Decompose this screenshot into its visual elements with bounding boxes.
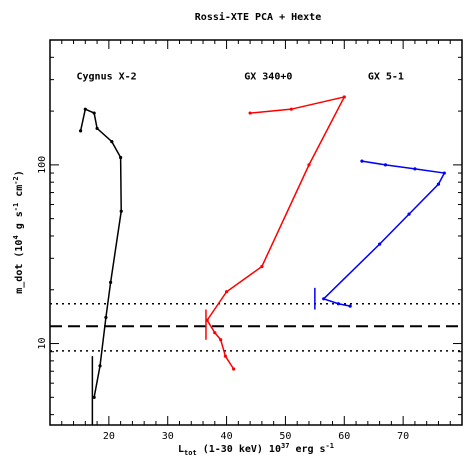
data-point bbox=[232, 367, 236, 371]
plot-frame bbox=[49, 39, 463, 426]
x-label-sup2: -1 bbox=[326, 442, 334, 450]
data-point bbox=[223, 354, 227, 358]
data-point bbox=[110, 139, 114, 144]
y-tick-label: 100 bbox=[37, 156, 48, 174]
y-label-s2: -1 bbox=[12, 203, 20, 211]
series-label: Cygnus X-2 bbox=[76, 72, 136, 83]
data-point bbox=[119, 155, 123, 160]
data-point bbox=[360, 159, 364, 163]
data-point bbox=[342, 95, 346, 99]
data-point bbox=[289, 107, 293, 111]
x-tick-label: 50 bbox=[279, 431, 291, 442]
x-tick-label: 70 bbox=[397, 431, 409, 442]
y-label-s1: 4 bbox=[12, 235, 20, 239]
series-2: GX 5-1 bbox=[314, 72, 446, 310]
y-label-s3: -2 bbox=[12, 176, 20, 184]
x-label-sup1: 37 bbox=[281, 442, 289, 450]
tick-layer: 20 30 40 50 60 70 10 100 bbox=[37, 39, 463, 442]
x-tick-label: 30 bbox=[162, 431, 174, 442]
series-layer: Cygnus X-2 GX 340+0 GX 5-1 bbox=[76, 72, 446, 425]
data-point bbox=[224, 290, 229, 294]
series-line bbox=[322, 160, 446, 307]
x-tick-label: 20 bbox=[103, 431, 115, 442]
data-point bbox=[92, 395, 96, 399]
series-label: GX 340+0 bbox=[244, 72, 292, 83]
data-point bbox=[383, 163, 388, 167]
y-label-d: ) bbox=[14, 170, 25, 176]
x-label-l: L bbox=[178, 444, 184, 455]
series-line bbox=[206, 95, 346, 370]
data-point bbox=[407, 212, 411, 216]
y-label-c: cm bbox=[14, 185, 25, 203]
data-point bbox=[83, 107, 87, 111]
x-label-sub: tot bbox=[184, 449, 197, 457]
x-tick-label: 40 bbox=[221, 431, 233, 442]
data-point bbox=[348, 304, 352, 308]
data-point bbox=[95, 126, 99, 131]
y-axis-label: m_dot (104 g s-1 cm-2) bbox=[12, 170, 25, 293]
y-label-b: g s bbox=[14, 211, 25, 235]
data-point bbox=[336, 302, 340, 306]
data-point bbox=[378, 242, 382, 246]
data-point bbox=[104, 315, 108, 320]
data-point bbox=[413, 167, 417, 171]
series-label: GX 5-1 bbox=[368, 72, 404, 83]
series-1: GX 340+0 bbox=[205, 72, 346, 371]
data-point bbox=[442, 171, 446, 175]
y-label-a: m_dot (10 bbox=[14, 240, 25, 294]
plot-border bbox=[49, 39, 463, 426]
data-point bbox=[79, 129, 83, 133]
x-axis-label: Ltot (1-30 keV) 1037 erg s-1 bbox=[178, 442, 334, 457]
data-point bbox=[98, 364, 102, 368]
data-point bbox=[92, 111, 96, 115]
y-tick-label: 10 bbox=[37, 338, 48, 350]
x-label-unit: erg s bbox=[289, 444, 325, 455]
data-point bbox=[248, 111, 252, 115]
reference-lines bbox=[50, 303, 462, 352]
data-point bbox=[322, 297, 326, 301]
chart-title: Rossi-XTE PCA + Hexte bbox=[195, 11, 321, 23]
x-label-mid: (1-30 keV) 10 bbox=[197, 444, 281, 455]
data-point bbox=[219, 338, 223, 342]
data-point bbox=[119, 209, 123, 213]
data-point bbox=[436, 182, 441, 186]
series-0: Cygnus X-2 bbox=[76, 72, 137, 425]
data-point bbox=[109, 280, 113, 284]
data-point bbox=[260, 264, 264, 269]
x-tick-label: 60 bbox=[338, 431, 350, 442]
data-point bbox=[307, 163, 311, 167]
data-point bbox=[213, 331, 217, 335]
series-line bbox=[79, 108, 122, 398]
